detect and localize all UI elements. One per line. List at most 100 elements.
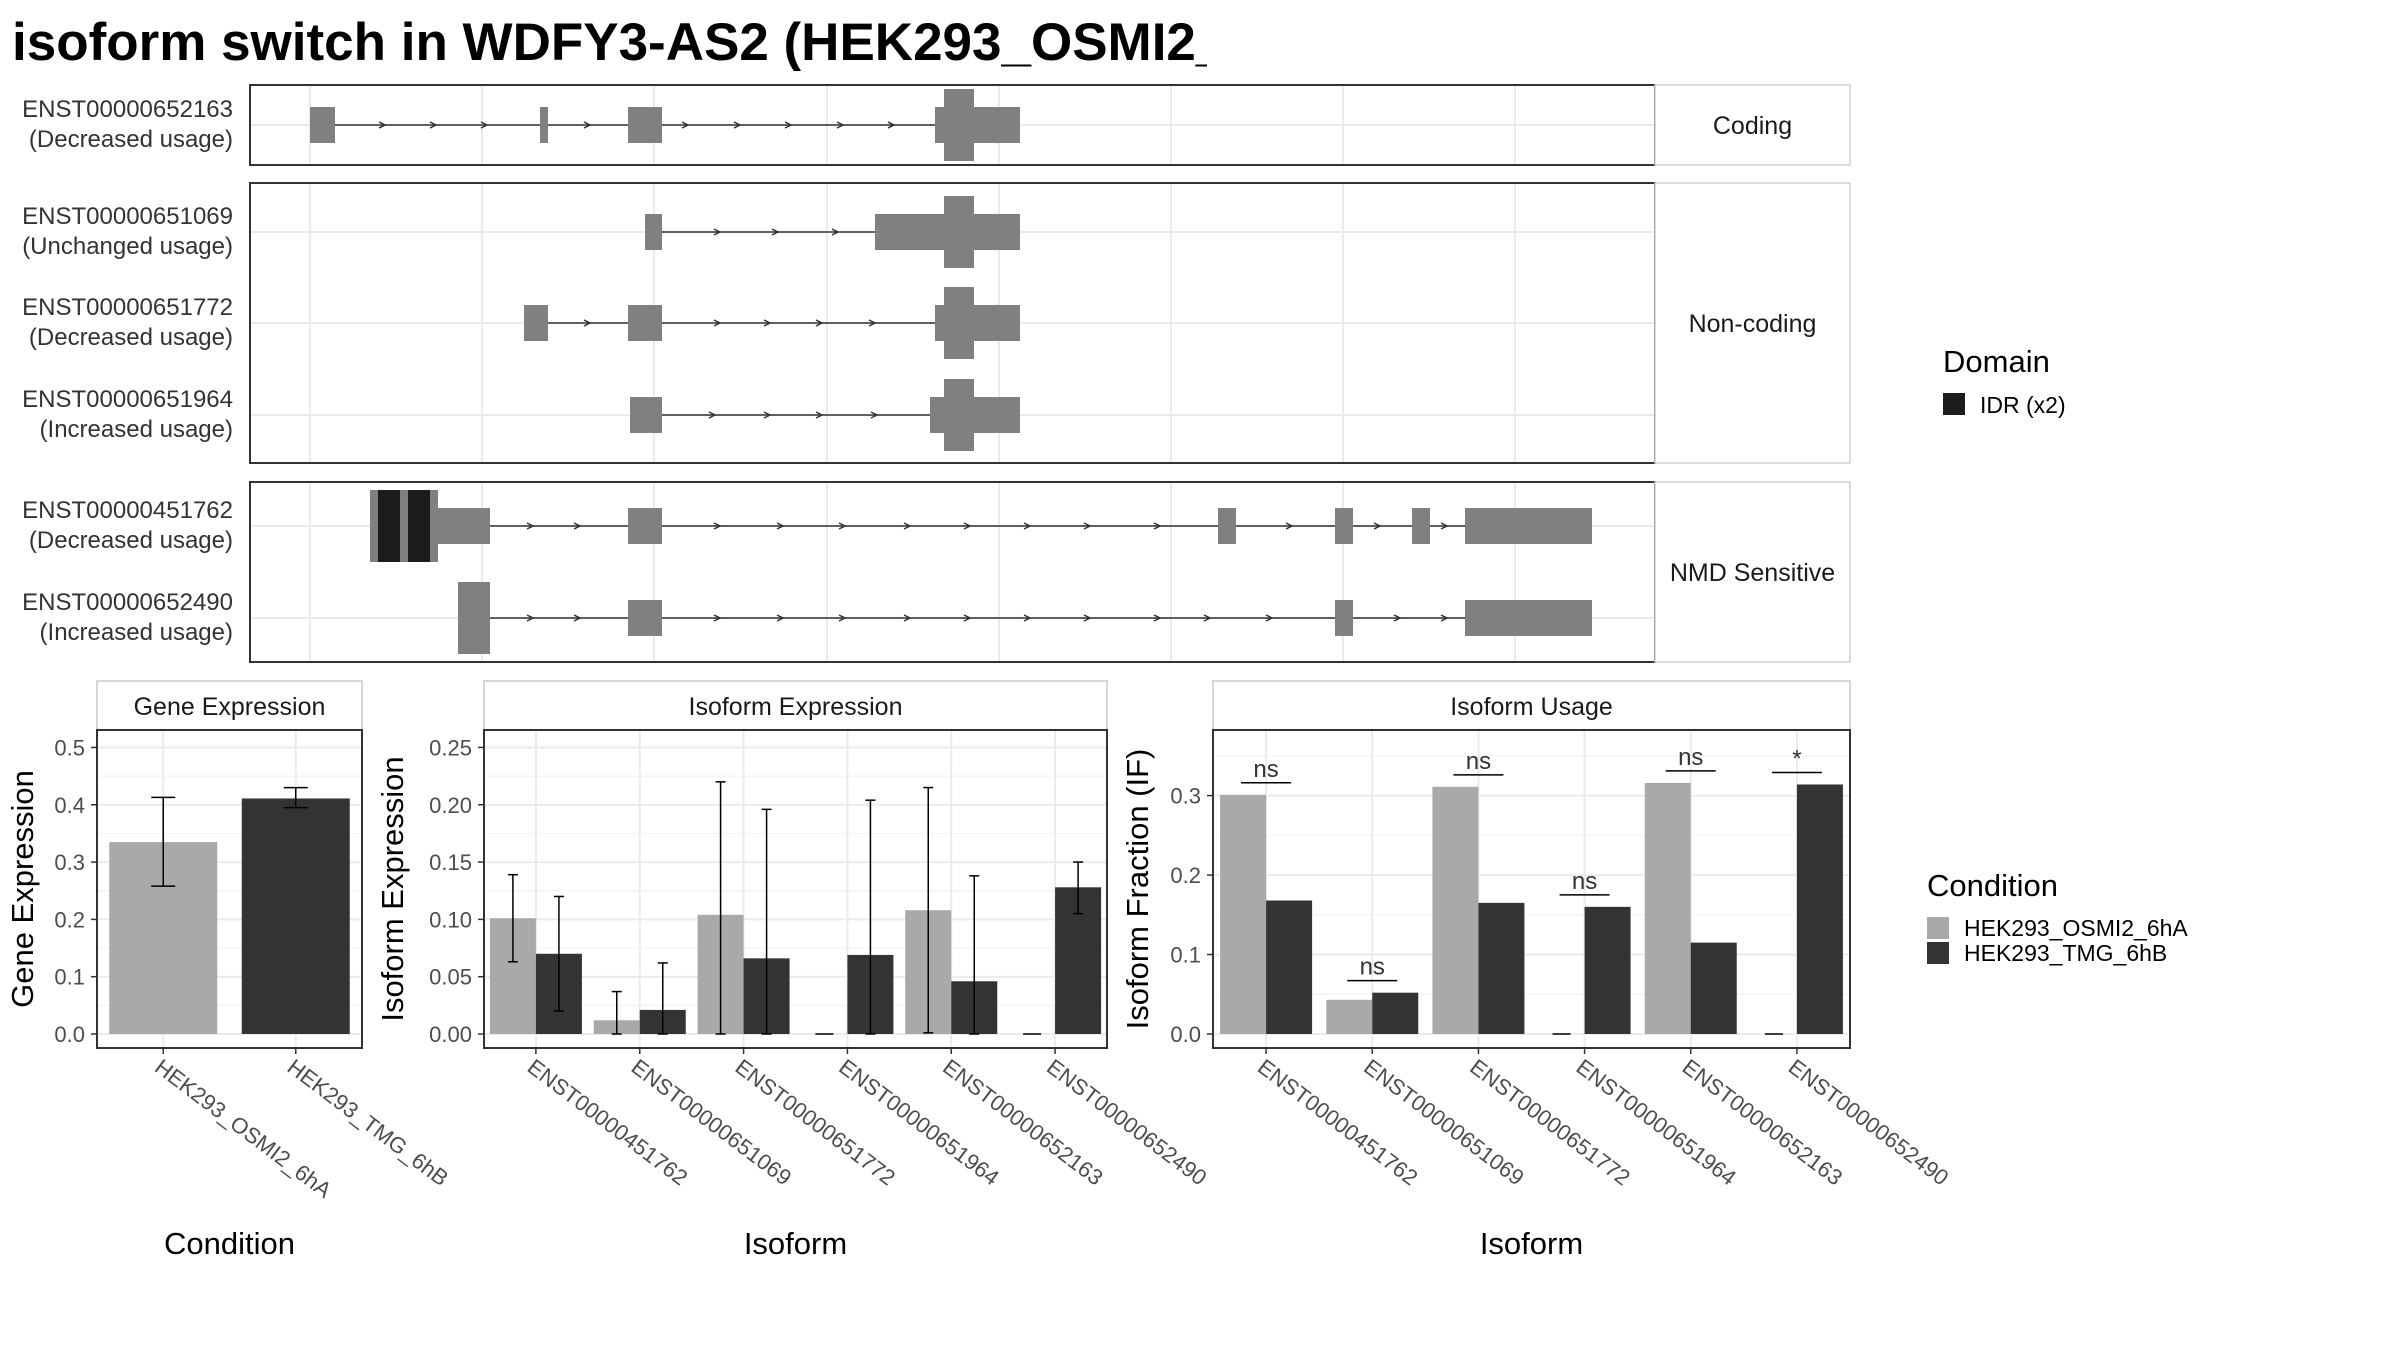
- exon: [310, 107, 335, 143]
- strand-arrow: [1153, 614, 1162, 622]
- strand-arrow: [838, 614, 847, 622]
- structure-panel-non-coding: Non-coding ENST00000651069 (Unchanged usag…: [22, 182, 1851, 464]
- isoform-usage-label: (Decreased usage): [29, 324, 233, 351]
- panel-strip: [1212, 680, 1851, 731]
- condition-legend-key: [1927, 942, 1949, 964]
- isoform-row-ENST00000651964: ENST00000651964 (Increased usage): [22, 379, 1020, 451]
- y-tick-label: 0.00: [429, 1022, 472, 1047]
- cds-exon: [944, 89, 974, 161]
- strand-arrow: [1083, 522, 1092, 530]
- strand-arrow: [1440, 614, 1449, 622]
- panel-background: [1213, 730, 1850, 1048]
- isoform-usage-label: (Increased usage): [40, 619, 233, 646]
- significance-label: ns: [1572, 868, 1597, 895]
- strand-arrow: [573, 614, 582, 622]
- strand-arrow: [763, 411, 772, 419]
- bar-ENST00000651964-HEK293_TMG_6hB: [1584, 906, 1631, 1034]
- strip-label: NMD Sensitive: [1670, 559, 1835, 587]
- isoform-id-label: ENST00000651772: [22, 294, 233, 321]
- x-axis-title: Isoform: [1480, 1226, 1583, 1261]
- cds-exon: [458, 582, 490, 654]
- isoform-row-ENST00000651069: ENST00000651069 (Unchanged usage): [22, 196, 1020, 268]
- strand-arrow: [963, 522, 972, 530]
- legends: Domain IDR (x2) Condition HEK293_OSMI2_6hAH…: [1927, 344, 2188, 966]
- strand-arrow: [713, 522, 722, 530]
- strip-label: Coding: [1713, 112, 1792, 140]
- panel-strip-label: Isoform Expression: [689, 693, 903, 721]
- strand-arrow: [1373, 522, 1382, 530]
- y-tick-label: 0.25: [429, 735, 472, 760]
- panel-strip: [96, 680, 363, 731]
- exon: [524, 305, 548, 341]
- y-tick-label: 0.3: [1170, 784, 1201, 809]
- condition-legend-label: HEK293_TMG_6hB: [1964, 940, 2167, 966]
- strand-arrow: [1393, 614, 1402, 622]
- strand-arrow: [1440, 522, 1449, 530]
- figure-title: isoform switch in WDFY3-AS2 (HEK293_OSMI…: [12, 13, 1907, 72]
- y-tick-label: 0.20: [429, 793, 472, 818]
- strand-arrow: [583, 319, 592, 327]
- strand-arrow: [903, 522, 912, 530]
- isoform-id-label: ENST00000451762: [22, 497, 233, 524]
- strand-arrow: [526, 522, 535, 530]
- strand-arrow: [713, 319, 722, 327]
- isoform-row-ENST00000652490: ENST00000652490 (Increased usage): [22, 582, 1592, 654]
- strand-arrow: [815, 411, 824, 419]
- y-axis-title: Gene Expression: [5, 770, 40, 1008]
- y-tick-label: 0.1: [1170, 943, 1201, 968]
- strand-arrow: [838, 522, 847, 530]
- x-axis-title: Condition: [164, 1226, 295, 1261]
- panel-strip-label: Isoform Usage: [1450, 693, 1613, 721]
- strip-background: [1654, 84, 1851, 166]
- isoform-usage-label: (Unchanged usage): [22, 233, 233, 260]
- condition-legend-label: HEK293_OSMI2_6hA: [1964, 915, 2188, 941]
- isoform-usage-label: (Decreased usage): [29, 527, 233, 554]
- domain-legend-label: IDR (x2): [1980, 392, 2066, 418]
- exon: [628, 107, 662, 143]
- structure-panel-coding: Coding ENST00000652163 (Decreased usage): [22, 84, 1851, 166]
- strand-arrow: [1083, 614, 1092, 622]
- panel-border: [483, 729, 1108, 1049]
- strip-background: [1654, 182, 1851, 464]
- bar-ENST00000451762-HEK293_TMG_6hB: [1266, 900, 1313, 1034]
- strand-arrow: [831, 228, 840, 236]
- exon: [1335, 508, 1353, 544]
- strand-arrow: [776, 614, 785, 622]
- y-tick-label: 0.0: [1170, 1022, 1201, 1047]
- strand-arrow: [771, 228, 780, 236]
- y-tick-label: 0.15: [429, 850, 472, 875]
- strand-arrow: [963, 614, 972, 622]
- significance-label: ns: [1678, 744, 1703, 771]
- strand-arrow: [526, 614, 535, 622]
- exon: [1465, 600, 1592, 636]
- domain-legend-key: [1943, 393, 1965, 415]
- strip-background: [1654, 481, 1851, 663]
- significance-label: ns: [1360, 954, 1385, 981]
- exon: [1218, 508, 1236, 544]
- strand-arrow: [887, 121, 896, 129]
- strand-arrow: [1023, 522, 1032, 530]
- y-tick-label: 0.10: [429, 907, 472, 932]
- strand-arrow: [733, 121, 742, 129]
- y-tick-label: 0.4: [54, 793, 85, 818]
- structure-panel-nmd-sensitive: NMD Sensitive ENST00000451762 (Decreased u…: [22, 481, 1851, 663]
- condition-legend-key: [1927, 917, 1949, 939]
- bar-ENST00000652163-HEK293_OSMI2_6hA: [1644, 782, 1691, 1034]
- panel-border: [1212, 729, 1851, 1049]
- strand-arrow: [815, 319, 824, 327]
- strand-arrow: [763, 319, 772, 327]
- exon: [645, 214, 662, 250]
- strand-arrow: [1265, 614, 1274, 622]
- panel-strip-label: Gene Expression: [134, 693, 326, 721]
- strand-arrow: [708, 411, 717, 419]
- significance-label: *: [1792, 745, 1801, 772]
- strand-arrow: [776, 522, 785, 530]
- cds-exon: [944, 287, 974, 359]
- exon: [1335, 600, 1353, 636]
- strand-arrow: [681, 121, 690, 129]
- panel-background: [484, 730, 1107, 1048]
- bar-ENST00000651772-HEK293_TMG_6hB: [1478, 902, 1525, 1034]
